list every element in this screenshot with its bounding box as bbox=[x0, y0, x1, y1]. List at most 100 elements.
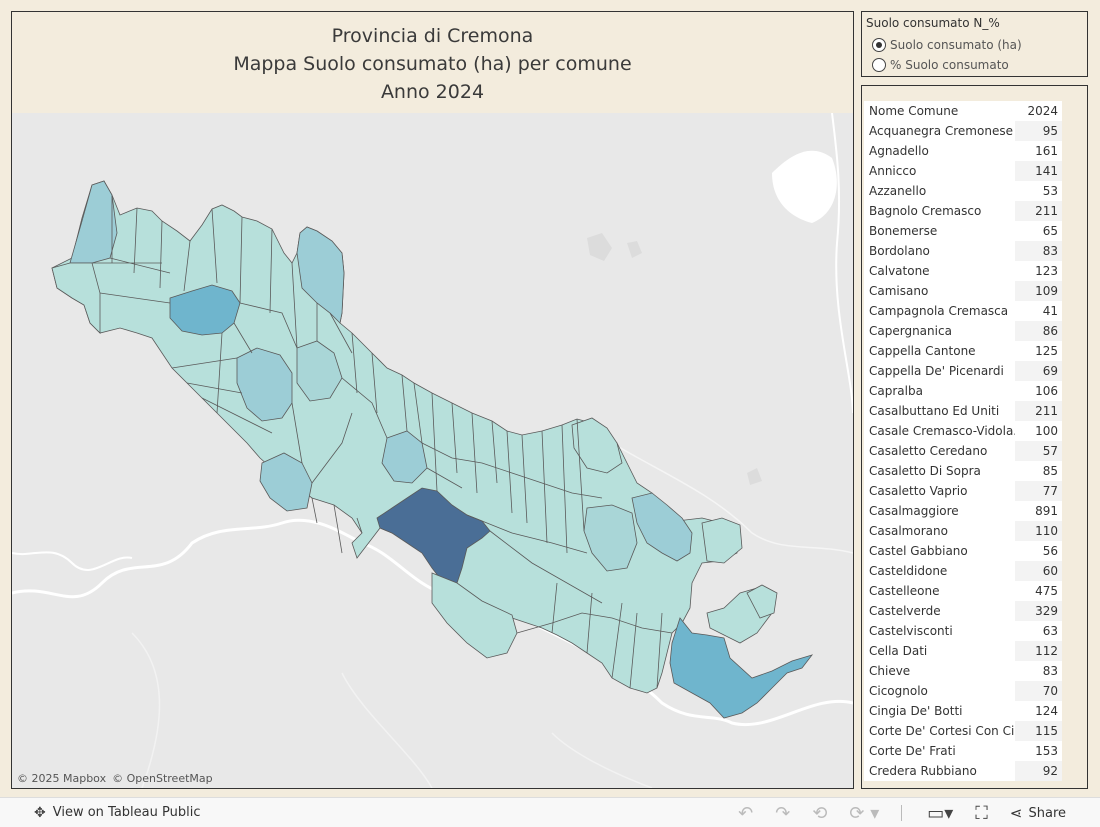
row-name: Casaletto Di Sopra bbox=[864, 461, 1015, 481]
row-name: Casteldidone bbox=[864, 561, 1015, 581]
table-row[interactable]: Cappella De' Picenardi 69 bbox=[864, 361, 1062, 381]
comune-c[interactable] bbox=[296, 340, 343, 402]
row-value: 63 bbox=[1015, 621, 1062, 641]
row-name: Capergnanica bbox=[864, 321, 1015, 341]
table-row[interactable]: Azzanello 53 bbox=[864, 181, 1062, 201]
option-suolo-percent[interactable]: % Suolo consumato bbox=[866, 55, 1083, 75]
table-row[interactable]: Bonemerse 65 bbox=[864, 221, 1062, 241]
row-value: 56 bbox=[1015, 541, 1062, 561]
table-row[interactable]: Calvatone 123 bbox=[864, 261, 1062, 281]
table-row[interactable]: Casaletto Di Sopra 85 bbox=[864, 461, 1062, 481]
view-label: View on Tableau Public bbox=[52, 805, 201, 820]
table-row[interactable]: Acquanegra Cremonese 95 bbox=[864, 121, 1062, 141]
river-mincio bbox=[831, 113, 853, 414]
table-row[interactable]: Agnadello 161 bbox=[864, 141, 1062, 161]
comune-j[interactable] bbox=[571, 417, 623, 474]
choropleth-map[interactable]: © 2025 Mapbox © OpenStreetMap bbox=[12, 113, 853, 788]
data-table[interactable]: Nome Comune 2024 Acquanegra Cremonese 95 A… bbox=[864, 101, 1062, 781]
table-row[interactable]: Campagnola Cremasca 41 bbox=[864, 301, 1062, 321]
table-row[interactable]: Bordolano 83 bbox=[864, 241, 1062, 261]
row-name: Campagnola Cremasca bbox=[864, 301, 1015, 321]
share-button[interactable]: ⋖ Share bbox=[1010, 804, 1066, 822]
col-header-name[interactable]: Nome Comune bbox=[869, 104, 959, 118]
table-row[interactable]: Capralba 106 bbox=[864, 381, 1062, 401]
table-row[interactable]: Credera Rubbiano 92 bbox=[864, 761, 1062, 781]
row-value: 329 bbox=[1015, 601, 1062, 621]
attribution-mapbox[interactable]: © 2025 Mapbox bbox=[17, 772, 107, 785]
row-value: 115 bbox=[1015, 721, 1062, 741]
refresh-icon[interactable]: ⟳ ▾ bbox=[849, 802, 880, 824]
attribution-osm[interactable]: © OpenStreetMap bbox=[112, 772, 213, 785]
table-row[interactable]: Annicco 141 bbox=[864, 161, 1062, 181]
comune-castelleone[interactable] bbox=[259, 452, 313, 512]
table-row[interactable]: Corte De' Cortesi Con Ci.. 115 bbox=[864, 721, 1062, 741]
table-row[interactable]: Cingia De' Botti 124 bbox=[864, 701, 1062, 721]
table-row[interactable]: Castelverde 329 bbox=[864, 601, 1062, 621]
table-row[interactable]: Capergnanica 86 bbox=[864, 321, 1062, 341]
table-row[interactable]: Cicognolo 70 bbox=[864, 681, 1062, 701]
option-suolo-ha[interactable]: Suolo consumato (ha) bbox=[866, 35, 1083, 55]
undo-icon[interactable]: ↶ bbox=[738, 802, 754, 824]
row-name: Castelverde bbox=[864, 601, 1015, 621]
table-row[interactable]: Casaletto Ceredano 57 bbox=[864, 441, 1062, 461]
comune-d[interactable] bbox=[631, 492, 693, 562]
parameter-control: Suolo consumato N_% Suolo consumato (ha)… bbox=[861, 11, 1088, 77]
title-map: Mappa Suolo consumato (ha) per comune bbox=[233, 53, 632, 75]
presentation-icon[interactable]: ▭▾ bbox=[927, 802, 954, 824]
table-row[interactable]: Cella Dati 112 bbox=[864, 641, 1062, 661]
table-row[interactable]: Casalmorano 110 bbox=[864, 521, 1062, 541]
parameter-title: Suolo consumato N_% bbox=[866, 16, 1000, 30]
table-row[interactable]: Corte De' Frati 153 bbox=[864, 741, 1062, 761]
row-value: 211 bbox=[1015, 401, 1062, 421]
row-value: 112 bbox=[1015, 641, 1062, 661]
table-row[interactable]: Bagnolo Cremasco 211 bbox=[864, 201, 1062, 221]
comune-g[interactable] bbox=[746, 584, 778, 619]
table-row[interactable]: Casalmaggiore 891 bbox=[864, 501, 1062, 521]
row-value: 57 bbox=[1015, 441, 1062, 461]
row-name: Chieve bbox=[864, 661, 1015, 681]
table-row[interactable]: Casteldidone 60 bbox=[864, 561, 1062, 581]
radio-selected-icon[interactable] bbox=[872, 38, 886, 52]
dashboard: Provincia di Cremona Mappa Suolo consuma… bbox=[11, 11, 1088, 789]
table-row[interactable]: Cappella Cantone 125 bbox=[864, 341, 1062, 361]
revert-icon[interactable]: ⟲ bbox=[812, 802, 828, 824]
map-attribution[interactable]: © 2025 Mapbox © OpenStreetMap bbox=[17, 772, 219, 785]
row-value: 60 bbox=[1015, 561, 1062, 581]
table-row[interactable]: Casaletto Vaprio 77 bbox=[864, 481, 1062, 501]
row-name: Cappella Cantone bbox=[864, 341, 1015, 361]
table-row[interactable]: Castel Gabbiano 56 bbox=[864, 541, 1062, 561]
comune-i[interactable] bbox=[431, 572, 518, 659]
table-row[interactable]: Castelvisconti 63 bbox=[864, 621, 1062, 641]
title-year: Anno 2024 bbox=[380, 81, 485, 103]
radio-unselected-icon[interactable] bbox=[872, 58, 886, 72]
comune-crema[interactable] bbox=[236, 347, 293, 422]
comune-a[interactable] bbox=[69, 180, 118, 264]
fullscreen-icon[interactable]: ⛶ bbox=[975, 802, 988, 824]
row-value: 100 bbox=[1015, 421, 1062, 441]
comune-soresina[interactable] bbox=[381, 430, 428, 484]
row-value: 83 bbox=[1015, 241, 1062, 261]
view-on-tableau-link[interactable]: ✥ View on Tableau Public bbox=[34, 805, 200, 821]
table-row[interactable]: Casale Cremasco-Vidola.. 100 bbox=[864, 421, 1062, 441]
row-name: Cingia De' Botti bbox=[864, 701, 1015, 721]
province-shape bbox=[51, 180, 814, 719]
comune-casalmaggiore[interactable] bbox=[669, 617, 814, 719]
redo-icon[interactable]: ↷ bbox=[775, 802, 791, 824]
lake bbox=[772, 150, 837, 223]
col-header-value[interactable]: 2024 bbox=[1027, 104, 1058, 118]
table-row[interactable]: Chieve 83 bbox=[864, 661, 1062, 681]
comune-e[interactable] bbox=[583, 504, 638, 572]
row-value: 124 bbox=[1015, 701, 1062, 721]
footer-toolbar: ✥ View on Tableau Public ↶ ↷ ⟲ ⟳ ▾ ▭▾ ⛶ … bbox=[0, 797, 1100, 827]
table-row[interactable]: Camisano 109 bbox=[864, 281, 1062, 301]
comune-cremona[interactable] bbox=[376, 487, 491, 584]
row-value: 95 bbox=[1015, 121, 1062, 141]
table-row[interactable]: Casalbuttano Ed Uniti 211 bbox=[864, 401, 1062, 421]
table-row[interactable]: Castelleone 475 bbox=[864, 581, 1062, 601]
map-svg[interactable] bbox=[12, 113, 853, 788]
comune-b[interactable] bbox=[51, 262, 101, 334]
row-value: 85 bbox=[1015, 461, 1062, 481]
comune-h[interactable] bbox=[701, 517, 743, 564]
table-header: Nome Comune 2024 bbox=[864, 101, 1062, 121]
row-name: Cappella De' Picenardi bbox=[864, 361, 1015, 381]
